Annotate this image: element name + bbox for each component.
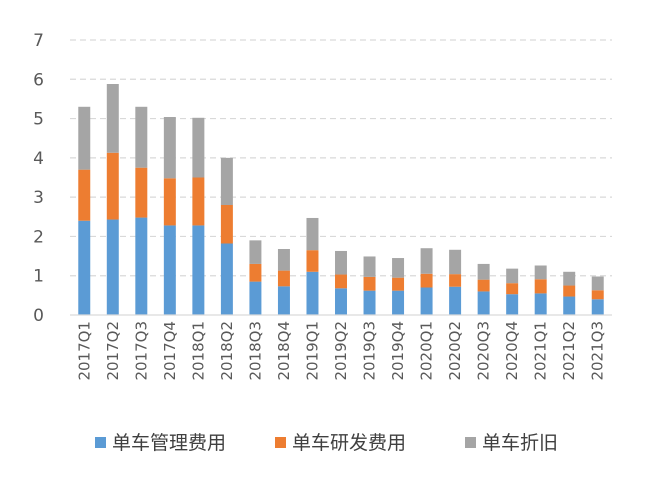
bar-segment-2: [249, 263, 262, 282]
x-tick-label: 2020Q3: [475, 321, 493, 381]
bar-segment-2: [392, 277, 405, 291]
bar-segment-1: [163, 225, 176, 315]
x-axis: 2017Q1 2017Q2 2017Q3 2017Q4 2018Q1 2018Q2 2018…: [70, 314, 612, 381]
bar-segment-1: [506, 294, 519, 315]
bar-segment-1: [392, 290, 405, 315]
x-tick-label: 2019Q3: [361, 321, 379, 381]
x-tick-label: 2017Q1: [75, 321, 93, 381]
bar-segment-1: [563, 296, 576, 315]
bar-segment-3: [163, 117, 176, 179]
bar-segment-1: [534, 293, 547, 315]
bar-segment-2: [220, 205, 233, 244]
bar-segment-2: [306, 250, 319, 272]
legend-label: 单车研发费用: [292, 432, 406, 454]
x-tick-label: 2018Q3: [246, 321, 264, 381]
y-tick-label: 4: [33, 149, 44, 169]
y-tick-label: 7: [33, 31, 44, 51]
bar-segment-3: [477, 263, 490, 280]
legend-label: 单车折旧: [482, 432, 558, 454]
x-tick-label: 2019Q1: [303, 321, 321, 381]
bar-segment-2: [363, 276, 376, 291]
bar-segment-1: [449, 286, 462, 315]
x-tick-label: 2020Q4: [503, 321, 521, 381]
x-tick-label: 2021Q2: [560, 321, 578, 381]
x-tick-label: 2018Q1: [189, 321, 207, 381]
bar-segment-1: [192, 225, 205, 315]
bar-segment-1: [306, 271, 319, 315]
legend-swatch: [95, 437, 106, 448]
bar-segment-3: [106, 84, 119, 153]
x-tick-label: 2021Q1: [532, 321, 550, 381]
bar-segment-2: [335, 274, 347, 289]
bar-segment-1: [335, 288, 347, 315]
bar-segment-1: [135, 217, 148, 315]
bar-segment-3: [591, 276, 604, 291]
bar-segment-2: [449, 274, 462, 287]
bar-segment-1: [277, 286, 290, 315]
legend-label: 单车管理费用: [112, 432, 226, 454]
bar-segment-3: [534, 265, 547, 280]
bar-segment-2: [78, 169, 91, 221]
x-tick-label: 2018Q4: [275, 321, 293, 381]
bar-segment-3: [220, 157, 233, 205]
bar-segment-2: [534, 279, 547, 294]
bar-segment-3: [249, 240, 262, 264]
bar-segment-2: [591, 290, 604, 300]
bar-segment-3: [449, 249, 462, 275]
bar-segment-3: [335, 250, 347, 275]
y-tick-label: 1: [33, 267, 44, 287]
bar-segment-2: [163, 178, 176, 226]
bar-segment-3: [363, 256, 376, 277]
bar-segment-2: [563, 285, 576, 297]
x-tick-label: 2019Q2: [332, 321, 350, 381]
bar-segment-1: [249, 281, 262, 315]
x-tick-label: 2017Q2: [104, 321, 122, 381]
bar-segment-2: [477, 279, 490, 292]
legend-swatch: [275, 437, 286, 448]
bar-segment-3: [420, 248, 433, 274]
bar-segment-3: [78, 106, 91, 170]
bar-segment-2: [135, 167, 148, 218]
bar-segment-3: [192, 117, 205, 178]
bar-segment-2: [277, 270, 290, 287]
bar-segment-1: [106, 219, 119, 315]
bar-segment-1: [477, 291, 490, 315]
bar-segment-2: [106, 152, 119, 220]
legend: 单车管理费用 单车研发费用 单车折旧: [95, 432, 558, 454]
y-tick-label: 5: [33, 110, 44, 130]
y-tick-label: 0: [33, 306, 44, 326]
x-tick-label: 2020Q1: [418, 321, 436, 381]
bar-segment-1: [420, 287, 433, 315]
grid-lines: [70, 39, 612, 277]
y-tick-label: 6: [33, 70, 44, 90]
bar-segment-1: [78, 220, 91, 315]
bar-segment-2: [192, 177, 205, 226]
x-tick-label: 2020Q2: [446, 321, 464, 381]
bar-segment-2: [420, 273, 433, 288]
bar-segment-3: [306, 217, 319, 251]
bar-segment-3: [392, 258, 405, 278]
x-tick-label: 2018Q2: [218, 321, 236, 381]
bar-segment-3: [277, 249, 290, 271]
bar-segment-1: [591, 299, 604, 315]
bars: [78, 84, 604, 315]
bar-segment-2: [506, 283, 519, 295]
bar-segment-1: [220, 243, 233, 315]
y-axis: 0 1 2 3 4 5 6 7: [33, 31, 44, 326]
x-tick-label: 2019Q4: [389, 321, 407, 381]
x-tick-label: 2021Q3: [589, 321, 607, 381]
bar-segment-3: [563, 271, 576, 286]
y-tick-label: 3: [33, 188, 44, 208]
x-tick-label: 2017Q4: [161, 321, 179, 381]
y-tick-label: 2: [33, 227, 44, 247]
bar-segment-1: [363, 290, 376, 315]
legend-swatch: [465, 437, 476, 448]
x-tick-label: 2017Q3: [132, 321, 150, 381]
bar-segment-3: [135, 106, 148, 168]
bar-segment-3: [506, 268, 519, 284]
